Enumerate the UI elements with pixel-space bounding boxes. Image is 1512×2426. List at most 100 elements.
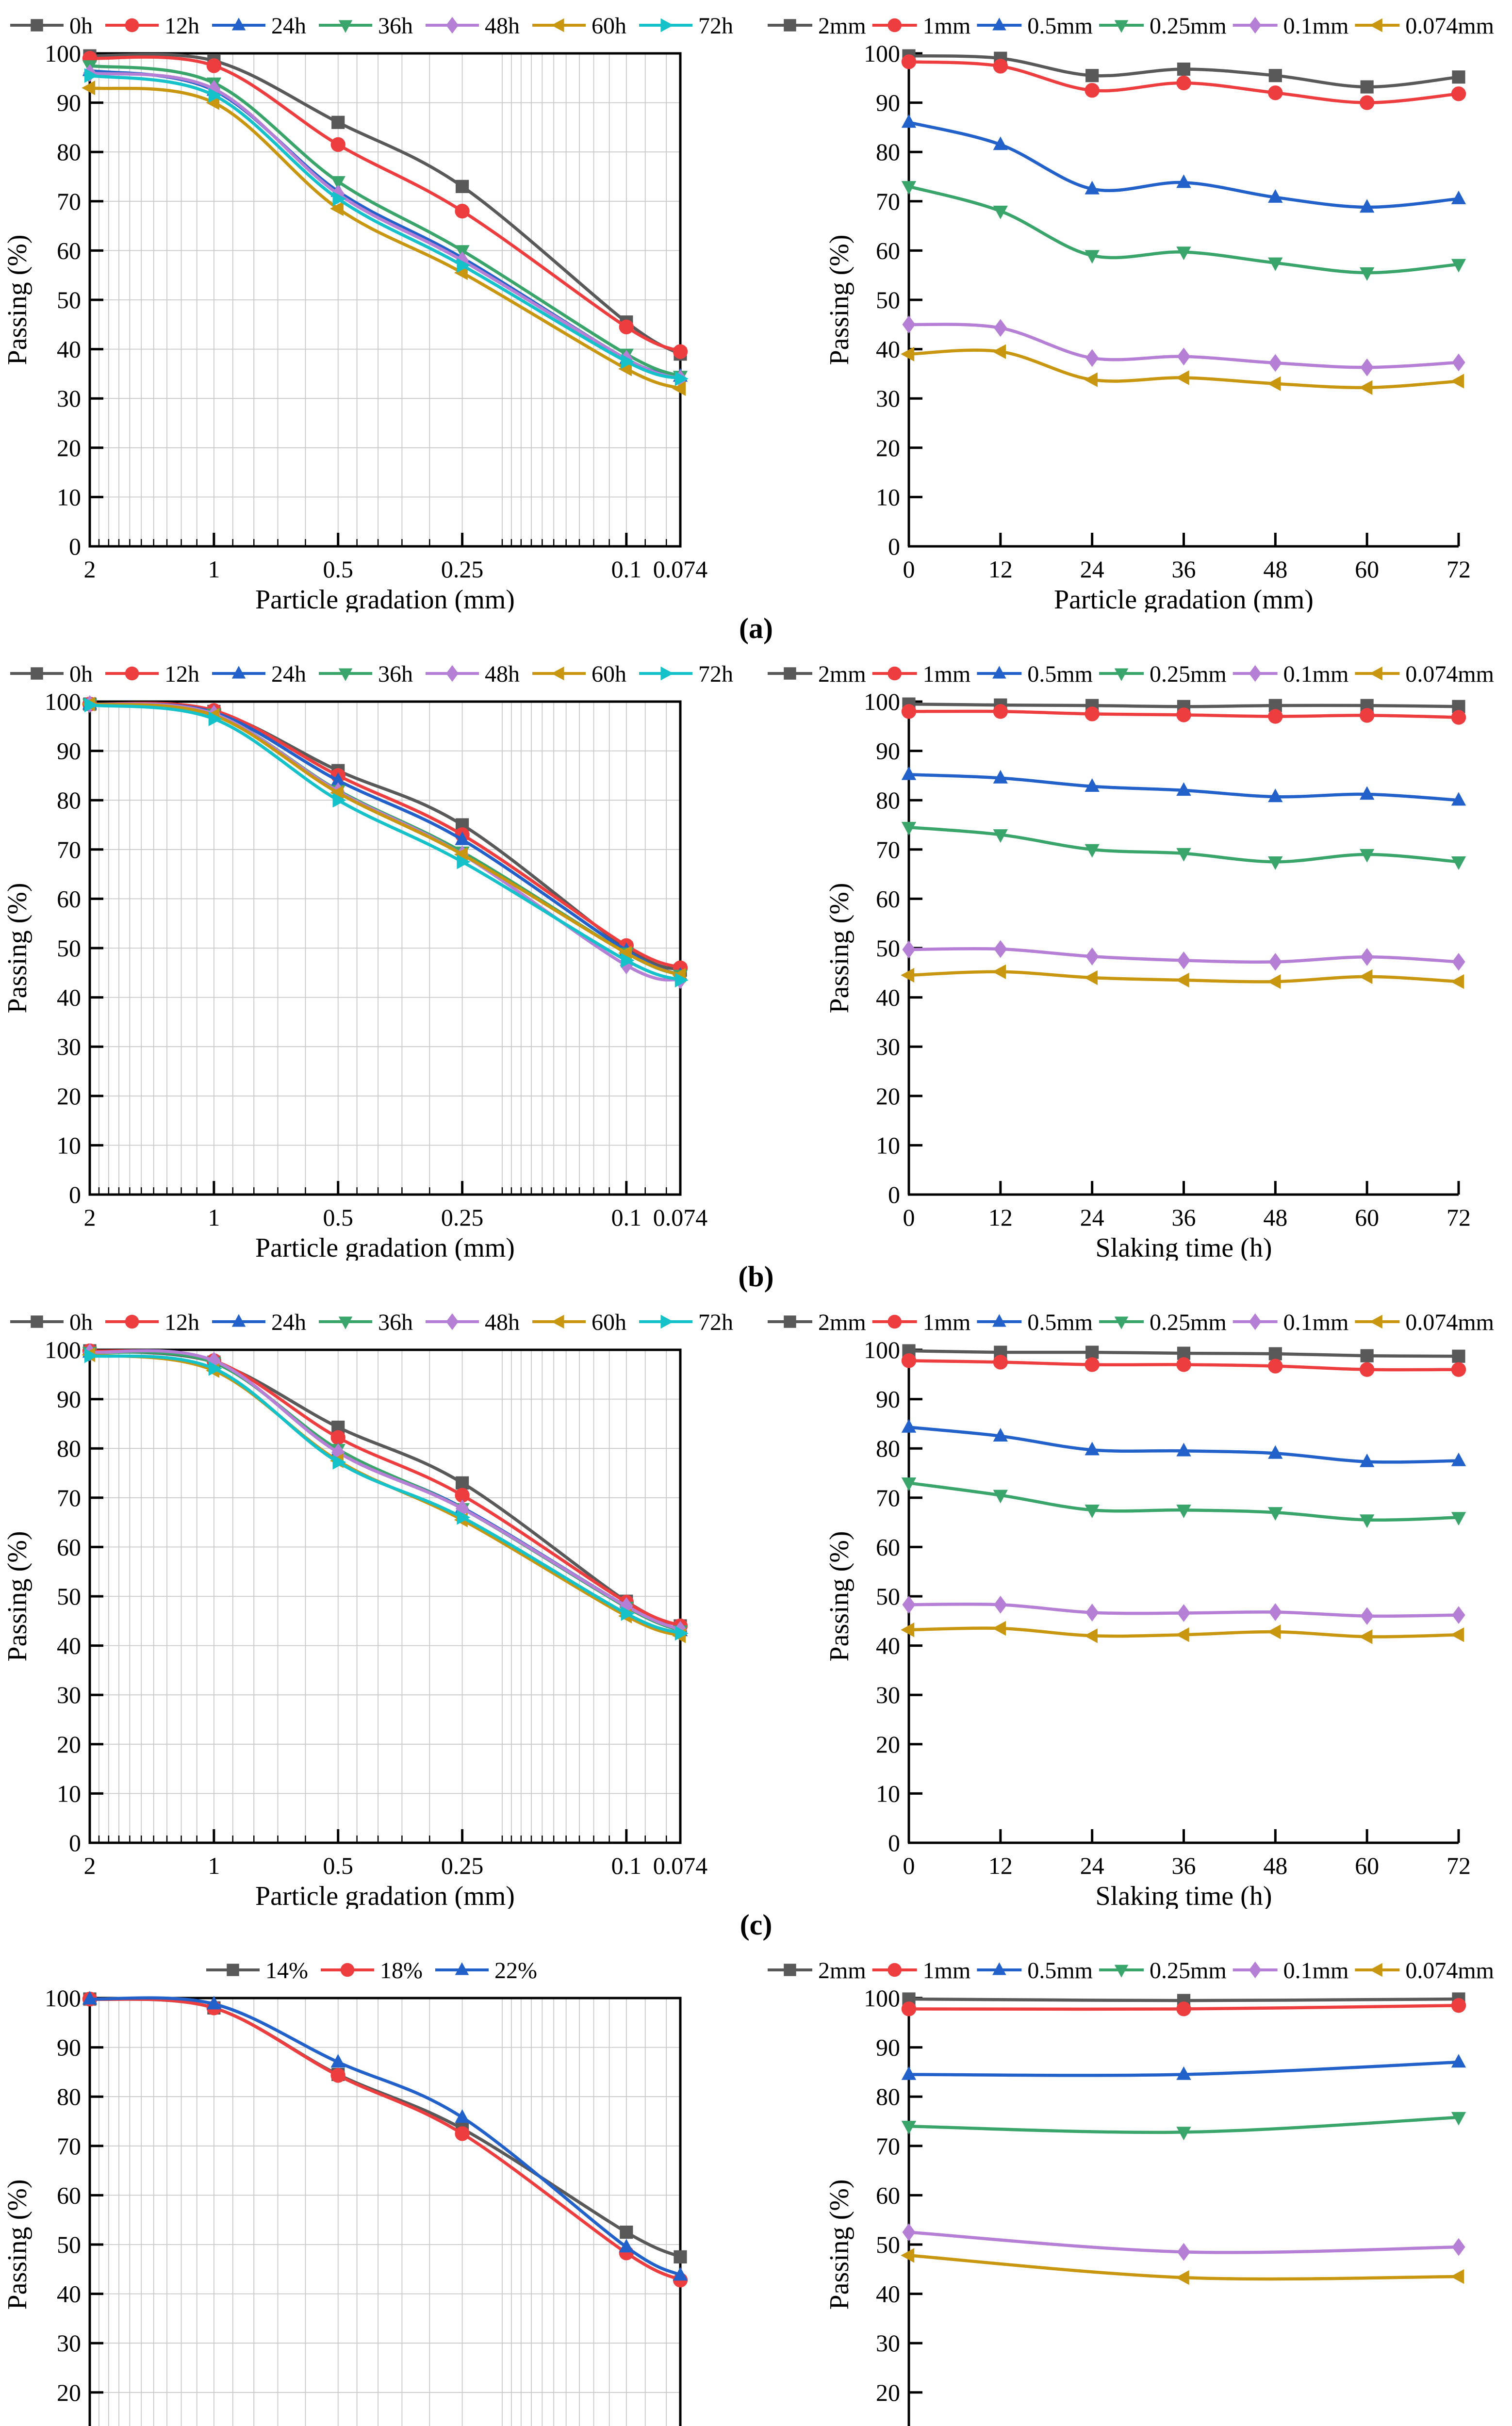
legend-marker-24h — [231, 17, 246, 31]
marker-0.25mm — [1451, 1512, 1466, 1526]
marker-0.5mm — [1176, 1442, 1191, 1457]
x-tick-label: 48 — [1263, 1204, 1287, 1231]
legend-marker-72h — [660, 666, 674, 681]
y-axis-title: Passing (%) — [2, 2179, 33, 2310]
figure-row-b: 0 10 20 30 40 50 60 70 80 90 100 2 1 0.5 0.25 0.1 0.074 P… — [0, 648, 1512, 1296]
marker-60h — [206, 95, 220, 110]
marker-0.074mm — [1084, 970, 1098, 985]
legend-marker-60h — [551, 666, 564, 681]
y-tick-label: 90 — [876, 738, 900, 765]
legend-marker-18% — [340, 1963, 355, 1977]
legend-label-72h: 72h — [698, 13, 733, 39]
marker-1mm — [901, 704, 917, 719]
marker-0.5mm — [1451, 2054, 1466, 2068]
panel-label-b: (b) — [738, 1261, 774, 1293]
y-tick-label: 0 — [69, 1181, 81, 1208]
y-tick-label: 60 — [876, 885, 900, 912]
series-line-12h — [88, 55, 682, 353]
y-tick-label: 60 — [57, 885, 81, 912]
marker-0.25mm — [901, 821, 917, 836]
y-axis-title: Passing (%) — [2, 234, 33, 365]
marker-0.074mm — [901, 2248, 915, 2263]
y-tick-label: 90 — [57, 738, 81, 765]
y-tick-label: 50 — [57, 1583, 81, 1610]
marker-72h — [621, 354, 635, 369]
legend: 2mm 1mm 0.5mm 0.25mm 0.1mm 0.074mm — [767, 13, 1494, 39]
gridlines — [90, 702, 680, 1195]
marker-2mm — [1360, 80, 1374, 94]
marker-60h — [82, 80, 96, 96]
y-tick-label: 80 — [57, 138, 81, 165]
marker-60h — [618, 946, 632, 961]
marker-0.074mm — [1450, 374, 1464, 389]
marker-22% — [455, 2109, 470, 2123]
marker-12h — [455, 203, 470, 219]
marker-0.25mm — [1085, 250, 1100, 264]
series-line-72h — [88, 1354, 682, 1635]
legend-label-12h: 12h — [164, 1310, 199, 1335]
marker-0.1mm — [1452, 353, 1465, 372]
marker-72h — [208, 88, 222, 103]
legend-label-1mm: 1mm — [923, 1310, 971, 1335]
chart-svg-a-right: 0 10 20 30 40 50 60 70 80 90 100 0 12 24 36 48 60 72 Parti… — [767, 13, 1494, 612]
tick-labels: 0 10 20 30 40 50 60 70 80 90 100 2 1 0.5 0.25 0.1 0.074 — [45, 40, 707, 583]
chart-b-left: 0 10 20 30 40 50 60 70 80 90 100 2 1 0.5 0.25 0.1 0.074 P… — [0, 648, 756, 1261]
legend-label-1mm: 1mm — [923, 13, 971, 39]
legend-label-24h: 24h — [271, 661, 306, 687]
x-tick-label: 1 — [208, 1852, 220, 1879]
axis-ticks — [88, 1348, 682, 1844]
y-tick-label: 40 — [876, 336, 900, 363]
legend-marker-12h — [125, 666, 139, 681]
y-tick-label: 50 — [876, 1583, 900, 1610]
legend-marker-1mm — [887, 18, 902, 33]
x-tick-label: 0.25 — [441, 1852, 484, 1879]
marker-1mm — [901, 54, 917, 69]
marker-0.25mm — [901, 1477, 917, 1492]
marker-1mm — [1176, 2001, 1191, 2016]
marker-0.5mm — [1360, 199, 1375, 213]
marker-0h — [456, 1476, 469, 1490]
y-tick-label: 50 — [57, 2231, 81, 2258]
y-tick-label: 90 — [57, 1386, 81, 1413]
series-group — [901, 1992, 1466, 2285]
marker-60h — [329, 201, 344, 216]
marker-12h — [206, 58, 222, 73]
y-tick-label: 60 — [57, 2181, 81, 2209]
marker-0.074mm — [1267, 974, 1281, 989]
x-axis-title: Particle gradation (mm) — [1054, 585, 1314, 612]
legend-label-60h: 60h — [592, 1310, 626, 1335]
y-tick-label: 100 — [864, 40, 900, 67]
y-tick-label: 50 — [57, 934, 81, 962]
marker-0.1mm — [902, 2223, 916, 2241]
chart-svg-b-right: 0 10 20 30 40 50 60 70 80 90 100 0 12 24 36 48 60 72 Slaki… — [767, 661, 1494, 1261]
marker-72h — [674, 972, 689, 988]
marker-0.1mm — [1452, 1606, 1465, 1624]
chart-b-right: 0 10 20 30 40 50 60 70 80 90 100 0 12 24 36 48 60 72 Slaki… — [756, 648, 1512, 1261]
tick-labels: 0102030405060708090100141822 — [864, 1984, 900, 2406]
chart-a-left: 0 10 20 30 40 50 60 70 80 90 100 2 1 0.5 0.25 0.1 0.074 P… — [0, 0, 756, 612]
chart-svg-d-right: 0102030405060708090100141822Moisture con… — [767, 1958, 1494, 2426]
series-line-48h — [88, 1349, 682, 1632]
y-axis-title: Passing (%) — [2, 1531, 33, 1661]
legend-marker-2mm — [784, 1964, 796, 1976]
marker-0.25mm — [1268, 1507, 1283, 1521]
legend-label-0.25mm: 0.25mm — [1150, 1958, 1227, 1983]
legend-marker-36h — [338, 668, 353, 681]
marker-72h — [457, 1510, 471, 1525]
y-tick-label: 80 — [57, 2083, 81, 2110]
marker-1mm — [1176, 707, 1191, 722]
marker-48h — [207, 1352, 221, 1370]
legend-marker-0.5mm — [992, 17, 1006, 31]
legend-marker-36h — [338, 20, 353, 33]
marker-1mm — [1176, 1357, 1191, 1372]
marker-60h — [329, 785, 344, 801]
y-tick-label: 80 — [876, 1435, 900, 1462]
legend-label-0.074mm: 0.074mm — [1405, 13, 1494, 39]
y-tick-label: 30 — [876, 1033, 900, 1060]
series-line-18% — [88, 1997, 682, 2282]
marker-0.1mm — [1452, 953, 1465, 971]
series-group — [82, 695, 689, 989]
axis-ticks — [88, 700, 682, 1196]
tick-labels: 0 10 20 30 40 50 60 70 80 90 100 0 12 24 36 48 60 72 — [864, 1336, 1471, 1879]
